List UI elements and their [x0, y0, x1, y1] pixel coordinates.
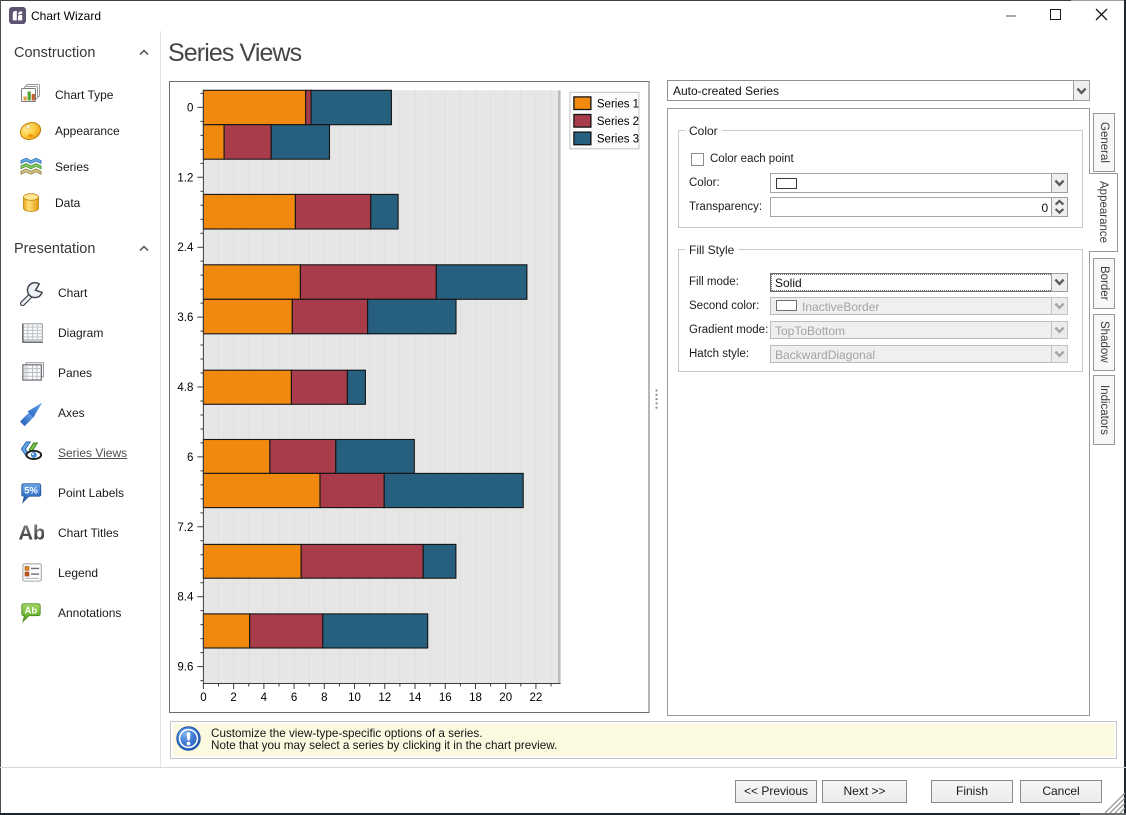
svg-text:Ab: Ab: [19, 523, 44, 545]
svg-text:8.4: 8.4: [177, 592, 194, 604]
svg-text:20: 20: [499, 692, 512, 704]
svg-text:8: 8: [321, 692, 327, 704]
svg-text:Series 1: Series 1: [597, 98, 639, 110]
svg-text:Series 3: Series 3: [597, 134, 639, 146]
svg-text:0: 0: [200, 692, 206, 704]
svg-text:22: 22: [530, 692, 543, 704]
svg-text:3.6: 3.6: [177, 312, 193, 324]
svg-text:4.8: 4.8: [177, 382, 193, 394]
svg-text:2: 2: [230, 692, 236, 704]
svg-text:5%: 5%: [24, 486, 38, 496]
svg-text:7.2: 7.2: [177, 522, 193, 534]
svg-text:12: 12: [378, 692, 391, 704]
svg-text:0: 0: [187, 102, 193, 114]
svg-text:6: 6: [187, 452, 193, 464]
svg-text:Series 2: Series 2: [597, 116, 639, 128]
svg-text:14: 14: [409, 692, 422, 704]
svg-text:1.2: 1.2: [177, 172, 193, 184]
svg-text:2.4: 2.4: [177, 242, 194, 254]
svg-text:Ab: Ab: [25, 605, 38, 616]
svg-text:4: 4: [261, 692, 268, 704]
svg-text:10: 10: [348, 692, 361, 704]
svg-text:9.6: 9.6: [177, 662, 193, 674]
svg-text:18: 18: [469, 692, 482, 704]
svg-text:16: 16: [439, 692, 452, 704]
svg-text:6: 6: [291, 692, 297, 704]
